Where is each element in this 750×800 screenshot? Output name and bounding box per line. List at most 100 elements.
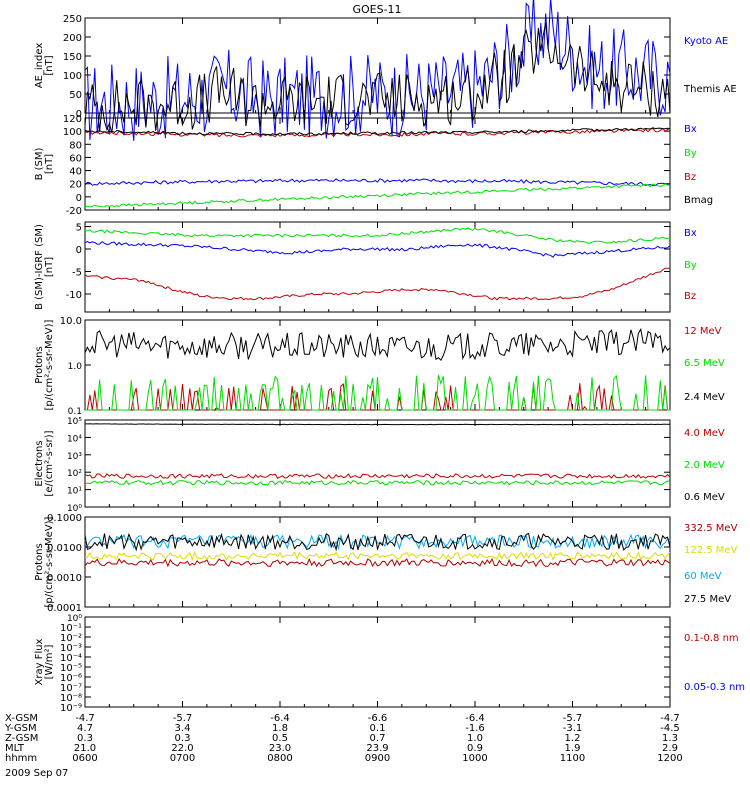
legend-bmag: Bmag <box>684 195 713 206</box>
series-line <box>84 327 671 362</box>
y-axis-label: Protons <box>34 346 45 383</box>
series-line <box>84 267 671 301</box>
ephem-value: 23.9 <box>366 743 388 754</box>
legend-0-1-0-8-nm: 0.1-0.8 nm <box>684 633 739 644</box>
series-line <box>84 532 671 552</box>
legend-6-5-mev: 6.5 MeV <box>684 358 725 369</box>
y-tick-label: 10.0 <box>60 316 82 327</box>
y-axis-label: [p/(cm²-s-sr-MeV)] <box>44 516 55 607</box>
y-axis-label: [W/m²] <box>44 644 55 679</box>
y-tick-label: 10⁻⁵ <box>60 663 82 674</box>
y-axis-label: [p/(cm²-s-sr-MeV)] <box>44 319 55 410</box>
y-axis-label: B (SM) <box>34 147 45 180</box>
legend-12-mev: 12 MeV <box>684 326 722 337</box>
ephem-value: 2.9 <box>662 743 678 754</box>
legend-332-5-mev: 332.5 MeV <box>684 523 738 534</box>
legend-bz: Bz <box>684 291 696 302</box>
y-tick-label: 50 <box>69 90 82 101</box>
series-line <box>84 178 671 187</box>
ephem-value: -6.6 <box>368 713 388 724</box>
panel-xray: 10⁻⁹10⁻⁸10⁻⁷10⁻⁶10⁻⁵10⁻⁴10⁻³10⁻²10⁻¹10⁰ X… <box>34 614 745 714</box>
y-tick-label: 10⁻⁹ <box>60 703 82 714</box>
legend-2-0-mev: 2.0 MeV <box>684 460 725 471</box>
ephem-value: 1.2 <box>565 733 581 744</box>
series-line <box>84 0 671 141</box>
y-axis-label: Electrons <box>34 440 45 486</box>
y-tick-label: 10⁻⁸ <box>60 693 82 704</box>
panel-frame <box>84 319 671 411</box>
legend-0-05-0-3-nm: 0.05-0.3 nm <box>684 682 745 693</box>
y-tick-label: 0.0001 <box>47 603 82 614</box>
y-tick-label: 0 <box>76 193 82 204</box>
ephem-value: 0900 <box>365 753 390 764</box>
ephem-value: 0.9 <box>467 743 483 754</box>
legend-by: By <box>684 260 697 271</box>
ephem-value: 1.0 <box>467 733 483 744</box>
ephem-value: 0.7 <box>370 733 386 744</box>
panel-frame <box>84 516 671 608</box>
y-tick-label: 0.0100 <box>47 543 82 554</box>
y-axis-label: [e/(cm²-s-sr)] <box>44 430 55 496</box>
series-line <box>84 557 671 568</box>
y-axis-label: [nT] <box>44 257 55 277</box>
legend-4-0-mev: 4.0 MeV <box>684 428 725 439</box>
series-line <box>84 473 671 479</box>
legend-27-5-mev: 27.5 MeV <box>684 594 731 605</box>
ephem-value: 0.3 <box>77 733 93 744</box>
y-tick-label: 150 <box>63 52 82 63</box>
y-tick-label: 250 <box>63 14 82 25</box>
y-tick-label: 120 <box>63 114 82 125</box>
ephem-row-label: MLT <box>5 743 25 754</box>
y-axis-label: [nT] <box>44 154 55 174</box>
y-tick-label: 40 <box>69 167 82 178</box>
y-tick-label: 10⁻³ <box>60 643 82 654</box>
ephem-value: 3.4 <box>175 723 191 734</box>
series-line <box>84 533 671 551</box>
chart-title: GOES-11 <box>352 3 401 16</box>
date-label: 2009 Sep 07 <box>5 768 68 779</box>
panel-bsm: -20 0 20 40 60 80 100 120 B (SM) [nT] Bx By Bz Bmag <box>34 114 713 217</box>
ephem-row-label: Y-GSM <box>4 723 37 734</box>
ephem-value: -1.6 <box>465 723 485 734</box>
ephem-value: 1200 <box>657 753 682 764</box>
ephem-value: -6.4 <box>270 713 290 724</box>
y-tick-label: 10⁻⁶ <box>60 673 82 684</box>
legend-0-6-mev: 0.6 MeV <box>684 492 725 503</box>
y-tick-label: 10⁻² <box>60 633 82 644</box>
panel-protons2: 0.0001 0.0010 0.0100 0.1000 Protons [p/(cm²-s… <box>34 513 738 614</box>
ephem-row-label: Z-GSM <box>5 733 38 744</box>
series-line <box>84 479 671 486</box>
ephem-value: 1.8 <box>272 723 288 734</box>
series-line <box>85 423 671 426</box>
legend-2-4-mev: 2.4 MeV <box>684 392 725 403</box>
ephem-value: -5.7 <box>173 713 193 724</box>
y-tick-label: 10⁻⁴ <box>60 653 82 664</box>
legend-bx: Bx <box>684 124 697 135</box>
y-tick-label: 60 <box>69 153 82 164</box>
ephem-value: -5.7 <box>563 713 583 724</box>
legend-themis-ae: Themis AE <box>683 84 737 95</box>
y-tick-label: 100 <box>63 71 82 82</box>
y-tick-label: 100 <box>63 127 82 138</box>
y-tick-label: 200 <box>63 33 82 44</box>
legend-122-5-mev: 122.5 MeV <box>684 545 738 556</box>
ephem-value: 0800 <box>267 753 292 764</box>
y-tick-label: 10³ <box>67 452 82 462</box>
panel-frame <box>84 616 671 708</box>
panel-electrons: 10⁰ 10¹ 10² 10³ 10⁴ 10⁵ Electrons [e/(cm²-s-sr)… <box>34 417 725 514</box>
ephem-value: 0600 <box>72 753 97 764</box>
y-tick-label: 10¹ <box>67 487 82 497</box>
y-axis-label: [nT] <box>44 55 55 75</box>
panel-frame <box>84 419 671 508</box>
series-line <box>84 22 671 133</box>
series-line <box>84 127 671 136</box>
ephem-value: 0.3 <box>175 733 191 744</box>
ephem-value: 23.0 <box>269 743 291 754</box>
y-axis-label: Protons <box>34 543 45 580</box>
y-axis-label: B (SM)-IGRF (SM) <box>34 224 45 310</box>
ephem-value: 22.0 <box>171 743 193 754</box>
y-tick-label: 0 <box>76 245 82 256</box>
legend-kyoto-ae: Kyoto AE <box>684 36 728 47</box>
